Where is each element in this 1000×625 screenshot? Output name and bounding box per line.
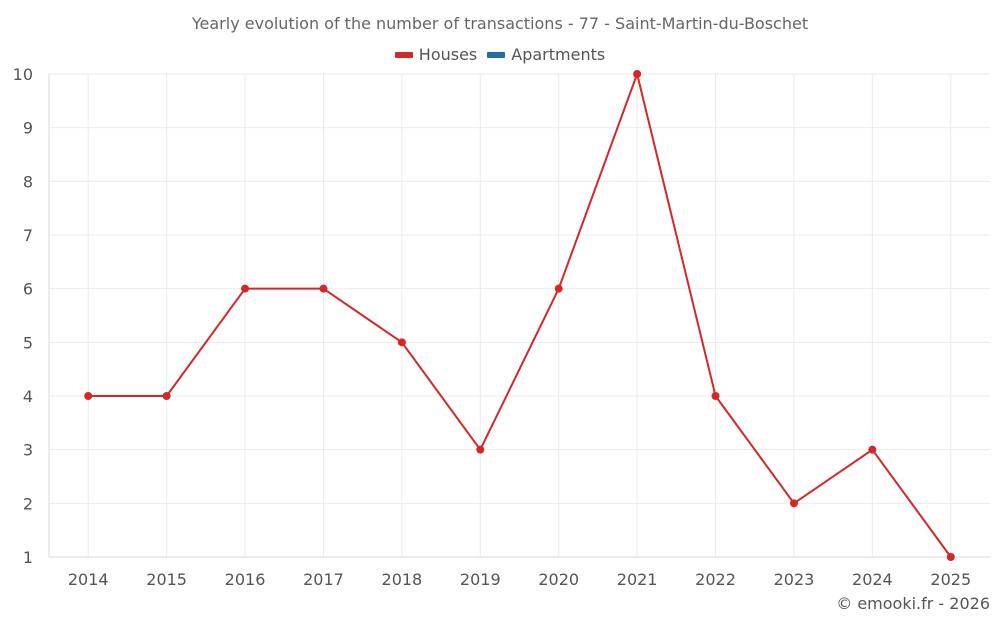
x-tick-label: 2024	[852, 570, 893, 589]
y-tick-label: 1	[23, 548, 33, 567]
y-tick-label: 3	[23, 441, 33, 460]
grid	[49, 73, 990, 557]
data-point	[868, 445, 877, 454]
y-tick-label: 4	[23, 387, 33, 406]
data-point	[476, 445, 485, 454]
y-tick-label: 8	[23, 172, 33, 191]
chart-title: Yearly evolution of the number of transa…	[191, 14, 809, 33]
legend-swatch-houses	[394, 51, 413, 58]
x-tick-label: 2014	[68, 570, 109, 589]
x-tick-label: 2022	[695, 570, 736, 589]
axes: 1 2 3 4 5 6 7 8 9 10 2014 2015 2016 2017 2018 2019 2020 2…	[13, 65, 990, 589]
data-point	[162, 392, 171, 400]
legend-item-houses[interactable]: Houses	[394, 45, 478, 64]
data-point	[319, 284, 328, 293]
data-point	[789, 499, 798, 508]
series-line-houses	[88, 73, 952, 558]
legend-swatch-apartments	[487, 51, 506, 58]
legend-label-houses: Houses	[418, 45, 478, 64]
x-tick-label: 2023	[774, 570, 815, 589]
x-tick-label: 2016	[225, 570, 266, 589]
data-point	[554, 284, 563, 293]
series-layer	[84, 70, 955, 561]
x-tick-label: 2021	[617, 570, 658, 589]
legend: Houses Apartments	[0, 45, 1000, 64]
data-point	[946, 553, 955, 561]
y-tick-label: 2	[23, 494, 33, 513]
data-point	[711, 392, 720, 400]
y-tick-label: 6	[23, 280, 33, 299]
legend-item-apartments[interactable]: Apartments	[487, 45, 605, 64]
y-tick-label: 5	[23, 333, 33, 352]
legend-label-apartments: Apartments	[511, 45, 606, 64]
y-tick-label: 9	[23, 119, 33, 138]
x-tick-label: 2025	[930, 570, 971, 589]
data-point	[633, 70, 642, 78]
x-tick-label: 2017	[303, 570, 344, 589]
footer-credit: © emooki.fr - 2026	[836, 594, 990, 613]
y-tick-label: 10	[13, 65, 33, 84]
x-tick-label: 2015	[146, 570, 187, 589]
data-point	[397, 338, 406, 347]
data-point	[84, 392, 93, 400]
data-point	[241, 284, 250, 293]
x-tick-label: 2020	[538, 570, 579, 589]
x-tick-label: 2019	[460, 570, 501, 589]
x-tick-label: 2018	[382, 570, 423, 589]
y-tick-label: 7	[23, 226, 33, 245]
